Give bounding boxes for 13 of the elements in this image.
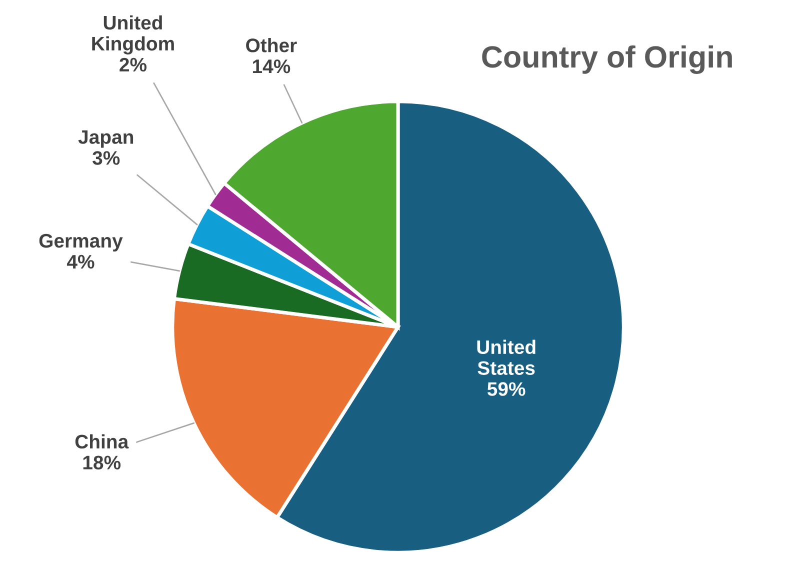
slice-label: United States [477,340,536,375]
slice-label: Japan [78,130,134,148]
slice-label: United Kingdom [92,15,174,54]
slice-label: China [75,434,129,449]
data-label: 2% [120,58,147,72]
slice-label: Germany [39,234,123,252]
data-label: 18% [83,456,121,470]
slice-label: Other [246,38,297,52]
data-label: 59% [487,382,526,396]
text: Country of Origin [482,45,732,74]
data-label: 4% [66,254,94,269]
data-label: 14% [252,60,290,74]
data-label: 3% [92,151,120,165]
